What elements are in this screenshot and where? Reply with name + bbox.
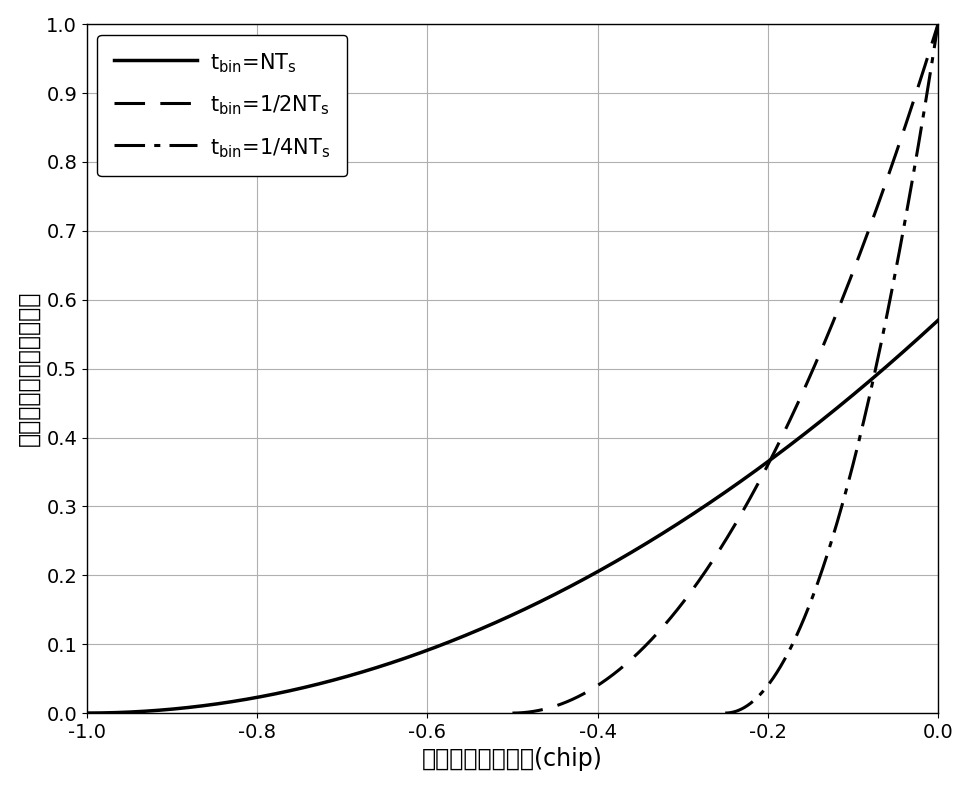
Legend: $\mathregular{t_{bin}}$=NT$\mathregular{_s}$, $\mathregular{t_{bin}}$=1/2NT$\mat: $\mathregular{t_{bin}}$=NT$\mathregular{…	[97, 35, 347, 177]
X-axis label: 捕获之后码相位差(chip): 捕获之后码相位差(chip)	[422, 747, 603, 771]
Y-axis label: 捕获之后码相位精化比例: 捕获之后码相位精化比例	[16, 291, 41, 446]
